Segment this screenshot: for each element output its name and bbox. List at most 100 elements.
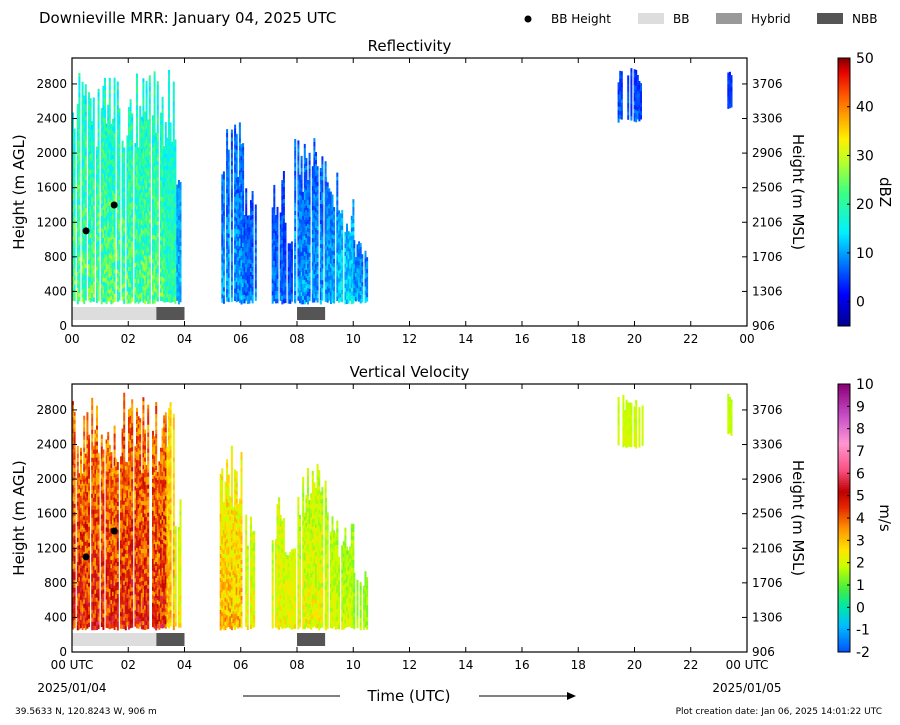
x-tick-label: 18 — [571, 658, 586, 672]
x-tick-label: 04 — [177, 658, 192, 672]
x-tick-label: 14 — [458, 658, 473, 672]
bb-height-point — [110, 201, 118, 209]
x-tick-label: 14 — [458, 332, 473, 346]
y-right-tick-label: 2906 — [752, 146, 783, 160]
x-tick-label: 22 — [683, 332, 698, 346]
colorbar-tick-label: 8 — [856, 422, 865, 438]
radar-echoes — [72, 68, 733, 305]
x-tick-label: 20 — [627, 332, 642, 346]
x-tick-label: 02 — [121, 658, 136, 672]
bb-height-point — [82, 553, 90, 561]
x-tick-label: 16 — [514, 332, 529, 346]
legend-item-hybrid: Hybrid — [716, 12, 791, 26]
y-right-tick-label: 2106 — [752, 215, 783, 229]
y-tick-label: 2400 — [36, 112, 67, 126]
y-tick-label: 0 — [59, 319, 67, 333]
x-tick-label: 06 — [233, 658, 248, 672]
y-tick-label: 1200 — [36, 541, 67, 555]
y-tick-label: 0 — [59, 645, 67, 659]
x-tick-label: 12 — [402, 332, 417, 346]
legend-item-bb-height: BB Height — [524, 12, 611, 26]
x-tick-label: 22 — [683, 658, 698, 672]
y-right-tick-label: 3306 — [752, 438, 783, 452]
bb-segment-nbb — [297, 633, 326, 646]
x-tick-label: 00 UTC — [51, 658, 94, 672]
y-right-tick-label: 3706 — [752, 77, 783, 91]
colorbar-tick-label: 1 — [856, 578, 865, 594]
colorbar-tick-label: 7 — [856, 444, 865, 460]
colorbar-tick-label: 5 — [856, 489, 865, 505]
colorbar-tick-label: 10 — [856, 377, 874, 393]
figure-title: Downieville MRR: January 04, 2025 UTC — [39, 9, 336, 27]
y-right-tick-label: 3306 — [752, 112, 783, 126]
legend-swatch — [716, 13, 742, 24]
colorbar-tick-label: 50 — [856, 51, 874, 67]
y-right-axis-label: Height (m MSL) — [789, 460, 807, 576]
bb-segment-nbb — [156, 307, 185, 320]
x-tick-label: 20 — [627, 658, 642, 672]
legend-label: BB Height — [551, 12, 611, 26]
panel-title: Reflectivity — [368, 37, 452, 55]
x-tick-label: 08 — [289, 658, 304, 672]
x-tick-label: 18 — [571, 332, 586, 346]
y-tick-label: 400 — [44, 284, 67, 298]
colorbar-frame — [837, 57, 851, 327]
y-tick-label: 800 — [44, 576, 67, 590]
bb-type-strip — [72, 307, 326, 320]
x-tick-label: 16 — [514, 658, 529, 672]
x-tick-label: 00 — [739, 332, 754, 346]
x-tick-label: 04 — [177, 332, 192, 346]
colorbar-tick-label: 6 — [856, 466, 865, 482]
colorbar-tick-label: 4 — [856, 511, 865, 527]
start-date-label: 2025/01/04 — [37, 681, 106, 695]
y-right-tick-label: 2506 — [752, 507, 783, 521]
legend-swatch — [817, 13, 843, 24]
bb-type-strip — [72, 633, 326, 646]
colorbar-tick-label: -1 — [856, 623, 870, 639]
x-tick-label: 08 — [289, 332, 304, 346]
y-tick-label: 800 — [44, 250, 67, 264]
y-right-tick-label: 1306 — [752, 610, 783, 624]
y-right-tick-label: 1306 — [752, 284, 783, 298]
time-arrow-head — [567, 692, 576, 700]
legend-label: Hybrid — [751, 12, 791, 26]
y-right-tick-label: 3706 — [752, 403, 783, 417]
y-tick-label: 400 — [44, 610, 67, 624]
x-tick-label: 12 — [402, 658, 417, 672]
y-tick-label: 1600 — [36, 507, 67, 521]
y-right-tick-label: 1706 — [752, 250, 783, 264]
bb-segment-bb — [72, 633, 157, 646]
legend-swatch — [638, 13, 664, 24]
colorbar-label: m/s — [876, 504, 894, 532]
colorbar-tick-label: 9 — [856, 399, 865, 415]
bb-segment-nbb — [297, 307, 326, 320]
y-tick-label: 1600 — [36, 181, 67, 195]
y-right-tick-label: 906 — [752, 645, 775, 659]
y-tick-label: 2000 — [36, 146, 67, 160]
radar-echoes — [72, 392, 733, 631]
legend-label: NBB — [852, 12, 877, 26]
bb-segment-nbb — [156, 633, 185, 646]
bb-segment-bb — [72, 307, 157, 320]
x-tick-label: 10 — [346, 658, 361, 672]
legend-item-nbb: NBB — [817, 12, 877, 26]
y-right-tick-label: 2506 — [752, 181, 783, 195]
colorbar-tick-label: -2 — [856, 645, 870, 661]
colorbar-tick-label: 20 — [856, 197, 874, 213]
x-tick-label: 06 — [233, 332, 248, 346]
y-right-tick-label: 2106 — [752, 541, 783, 555]
y-tick-label: 2400 — [36, 438, 67, 452]
station-location: 39.5633 N, 120.8243 W, 906 m — [15, 707, 157, 717]
y-right-axis-label: Height (m MSL) — [789, 134, 807, 250]
colorbar-tick-label: 2 — [856, 556, 865, 572]
colorbar: 0 10 20 30 40 50 dBZ — [837, 51, 894, 327]
x-tick-label: 02 — [121, 332, 136, 346]
plot-creation-date: Plot creation date: Jan 06, 2025 14:01:2… — [676, 707, 882, 717]
y-axis-label: Height (m AGL) — [10, 134, 28, 249]
bb-height-point — [82, 227, 90, 235]
y-tick-label: 2000 — [36, 472, 67, 486]
bb-legend: BB Height BB Hybrid NBB — [524, 12, 877, 26]
